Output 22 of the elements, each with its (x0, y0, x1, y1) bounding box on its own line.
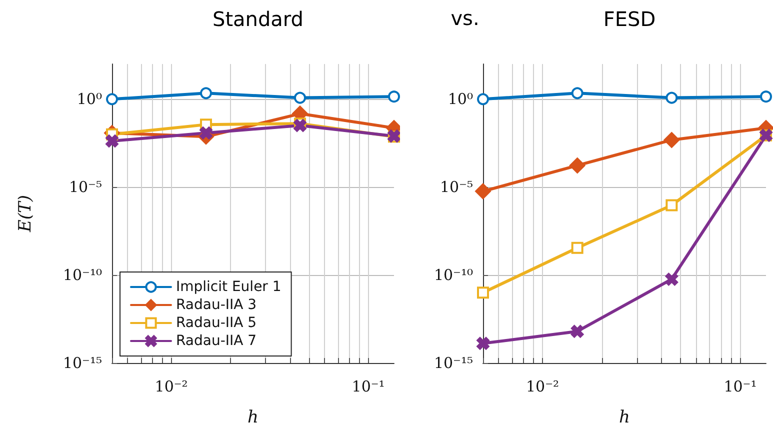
x-tick-label: 10⁻² (526, 378, 560, 396)
text: vs. (450, 6, 480, 30)
legend-label: Radau-IIA 5 (176, 315, 257, 331)
y-tick-label: 10⁰ (448, 90, 473, 108)
y-tick-label: 10⁰ (76, 90, 102, 108)
x-axis-title: h (619, 408, 630, 428)
x-axis-title: h (248, 408, 258, 428)
y-tick-label: 10⁻¹⁵ (434, 354, 473, 372)
legend-label: Radau-IIA 7 (176, 333, 257, 349)
x-tick-label: 10⁻¹ (724, 378, 757, 396)
y-tick-label: 10⁻¹⁰ (62, 266, 102, 284)
x-tick-label: 10⁻² (154, 378, 188, 396)
y-axis-title: E(T) (16, 194, 36, 234)
y-tick-label: 10⁻¹⁰ (434, 266, 473, 284)
chart-title: Standard (212, 7, 304, 31)
x-tick-label: 10⁻¹ (352, 378, 385, 396)
y-tick-label: 10⁻⁵ (68, 178, 102, 196)
legend-label: Radau-IIA 3 (176, 297, 257, 313)
y-tick-label: 10⁻⁵ (440, 178, 473, 196)
legend-label: Implicit Euler 1 (176, 279, 282, 295)
chart-title: FESD (603, 7, 656, 31)
y-tick-label: 10⁻¹⁵ (62, 354, 102, 372)
